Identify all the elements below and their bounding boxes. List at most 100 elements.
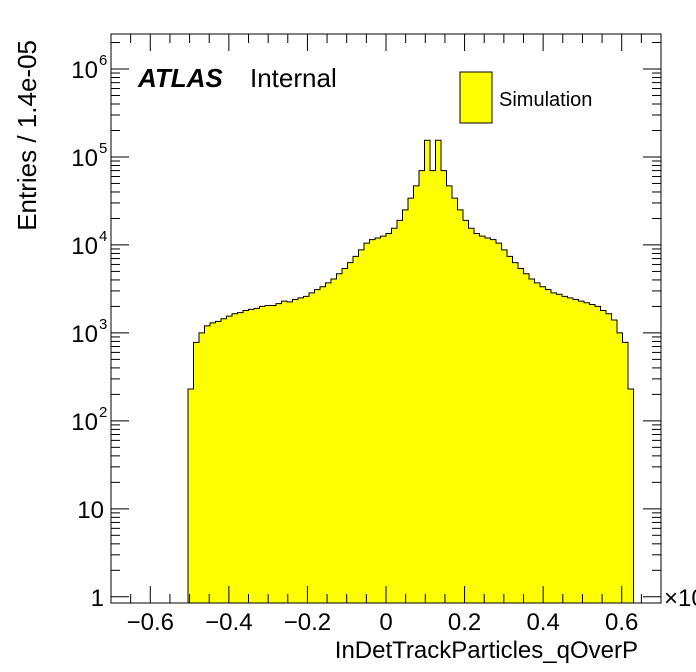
histogram-bin xyxy=(507,256,513,603)
histogram-bin xyxy=(226,316,233,603)
histogram-bin xyxy=(391,228,398,603)
histogram-bin xyxy=(463,220,469,604)
histogram-bin xyxy=(556,294,563,603)
histogram-bin xyxy=(276,303,282,603)
y-tick-label: 10 xyxy=(71,57,98,84)
y-tick-label: 10 xyxy=(71,233,98,260)
y-tick-exponent: 2 xyxy=(99,404,107,421)
histogram-bin xyxy=(529,278,535,603)
histogram-bin xyxy=(402,209,409,603)
histogram-bin xyxy=(490,239,497,604)
histogram-bin xyxy=(441,170,447,603)
histogram-bin xyxy=(424,140,431,603)
histogram-bin xyxy=(331,278,337,603)
histogram-bin xyxy=(457,209,464,603)
y-tick-label: 10 xyxy=(71,321,98,348)
histogram-bin xyxy=(369,239,376,604)
histogram-bin xyxy=(193,342,200,603)
histogram-bin xyxy=(336,273,343,603)
histogram-bin xyxy=(485,237,491,603)
histogram-bin xyxy=(380,236,387,603)
histogram-bin xyxy=(430,170,436,603)
histogram-bin xyxy=(578,301,585,603)
histogram-bin xyxy=(254,308,260,603)
y-tick-exponent: 3 xyxy=(99,316,107,333)
histogram-bin xyxy=(298,297,304,603)
histogram-bin xyxy=(611,320,618,603)
histogram-bin xyxy=(600,310,607,603)
histogram-bin xyxy=(270,305,277,603)
histogram-bin xyxy=(210,322,216,603)
y-tick-label: 1 xyxy=(91,585,104,612)
x-tick-label: 0.6 xyxy=(605,609,638,636)
histogram-bin xyxy=(204,325,211,603)
histogram-bin xyxy=(287,301,293,603)
legend-label-simulation: Simulation xyxy=(499,89,592,111)
histogram-bin xyxy=(622,342,629,603)
x-tick-label: −0.4 xyxy=(205,609,252,636)
x-tick-label: 0 xyxy=(379,609,392,636)
histogram-bin xyxy=(452,198,458,603)
y-tick-exponent: 4 xyxy=(99,228,107,245)
histogram-outline xyxy=(187,139,634,603)
x-tick-label: −0.2 xyxy=(284,609,331,636)
y-tick-label: 10 xyxy=(71,145,98,172)
histogram-bin xyxy=(243,310,249,603)
histogram-bin xyxy=(347,262,354,603)
histogram-bin xyxy=(468,228,475,603)
histogram-bin xyxy=(353,256,359,603)
histogram-bin xyxy=(567,297,574,603)
x-tick-label: −0.6 xyxy=(127,609,174,636)
histogram-bin xyxy=(408,198,414,603)
histogram-bin xyxy=(435,140,442,603)
histogram-bin xyxy=(397,220,403,604)
histogram-bin xyxy=(551,292,557,603)
legend-swatch-simulation xyxy=(459,71,493,124)
histogram-bin xyxy=(237,312,244,603)
histogram-bin xyxy=(221,318,227,603)
histogram-bin xyxy=(479,236,486,603)
x-tick-label: 0.2 xyxy=(448,609,481,636)
histogram-bin xyxy=(496,243,502,603)
histogram-bin xyxy=(545,289,552,603)
histogram-bin xyxy=(364,243,370,603)
histogram-bin xyxy=(386,233,392,604)
histogram-bin xyxy=(512,262,519,603)
histogram-bars xyxy=(187,139,634,604)
histogram-bin xyxy=(375,237,381,603)
histogram-bin xyxy=(518,268,524,603)
histogram-bin xyxy=(248,309,255,603)
histogram-bin xyxy=(573,299,579,603)
histogram-bin xyxy=(314,289,321,603)
histogram-bin xyxy=(540,286,546,603)
histogram-bin xyxy=(501,249,508,603)
histogram-bin xyxy=(617,332,623,603)
histogram-bin xyxy=(281,301,288,603)
histogram-bin xyxy=(446,185,453,603)
x-tick-label: 0.4 xyxy=(526,609,559,636)
histogram-bin xyxy=(474,233,480,604)
histogram-bin xyxy=(309,292,315,603)
histogram-bin xyxy=(215,321,222,603)
histogram-bin xyxy=(303,296,310,603)
histogram-bin xyxy=(606,313,612,603)
histogram-bin xyxy=(419,170,425,603)
histogram-bin xyxy=(199,332,205,603)
histogram-bin xyxy=(232,313,238,603)
histogram-bin xyxy=(584,302,590,603)
y-tick-exponent: 5 xyxy=(99,140,107,157)
y-tick-label: 10 xyxy=(77,497,104,524)
histogram-bin xyxy=(320,286,326,603)
histogram-bin xyxy=(188,389,194,603)
histogram-bin xyxy=(292,299,299,603)
histogram-bin xyxy=(589,304,596,603)
histogram-bin xyxy=(562,296,568,603)
histogram-bin xyxy=(325,282,332,603)
histogram-bin xyxy=(595,306,601,603)
x-exponent-label: ×10 xyxy=(664,585,696,612)
histogram-bin xyxy=(523,273,530,603)
histogram-bin xyxy=(342,268,348,603)
x-axis-label: InDetTrackParticles_qOverP xyxy=(335,637,638,664)
